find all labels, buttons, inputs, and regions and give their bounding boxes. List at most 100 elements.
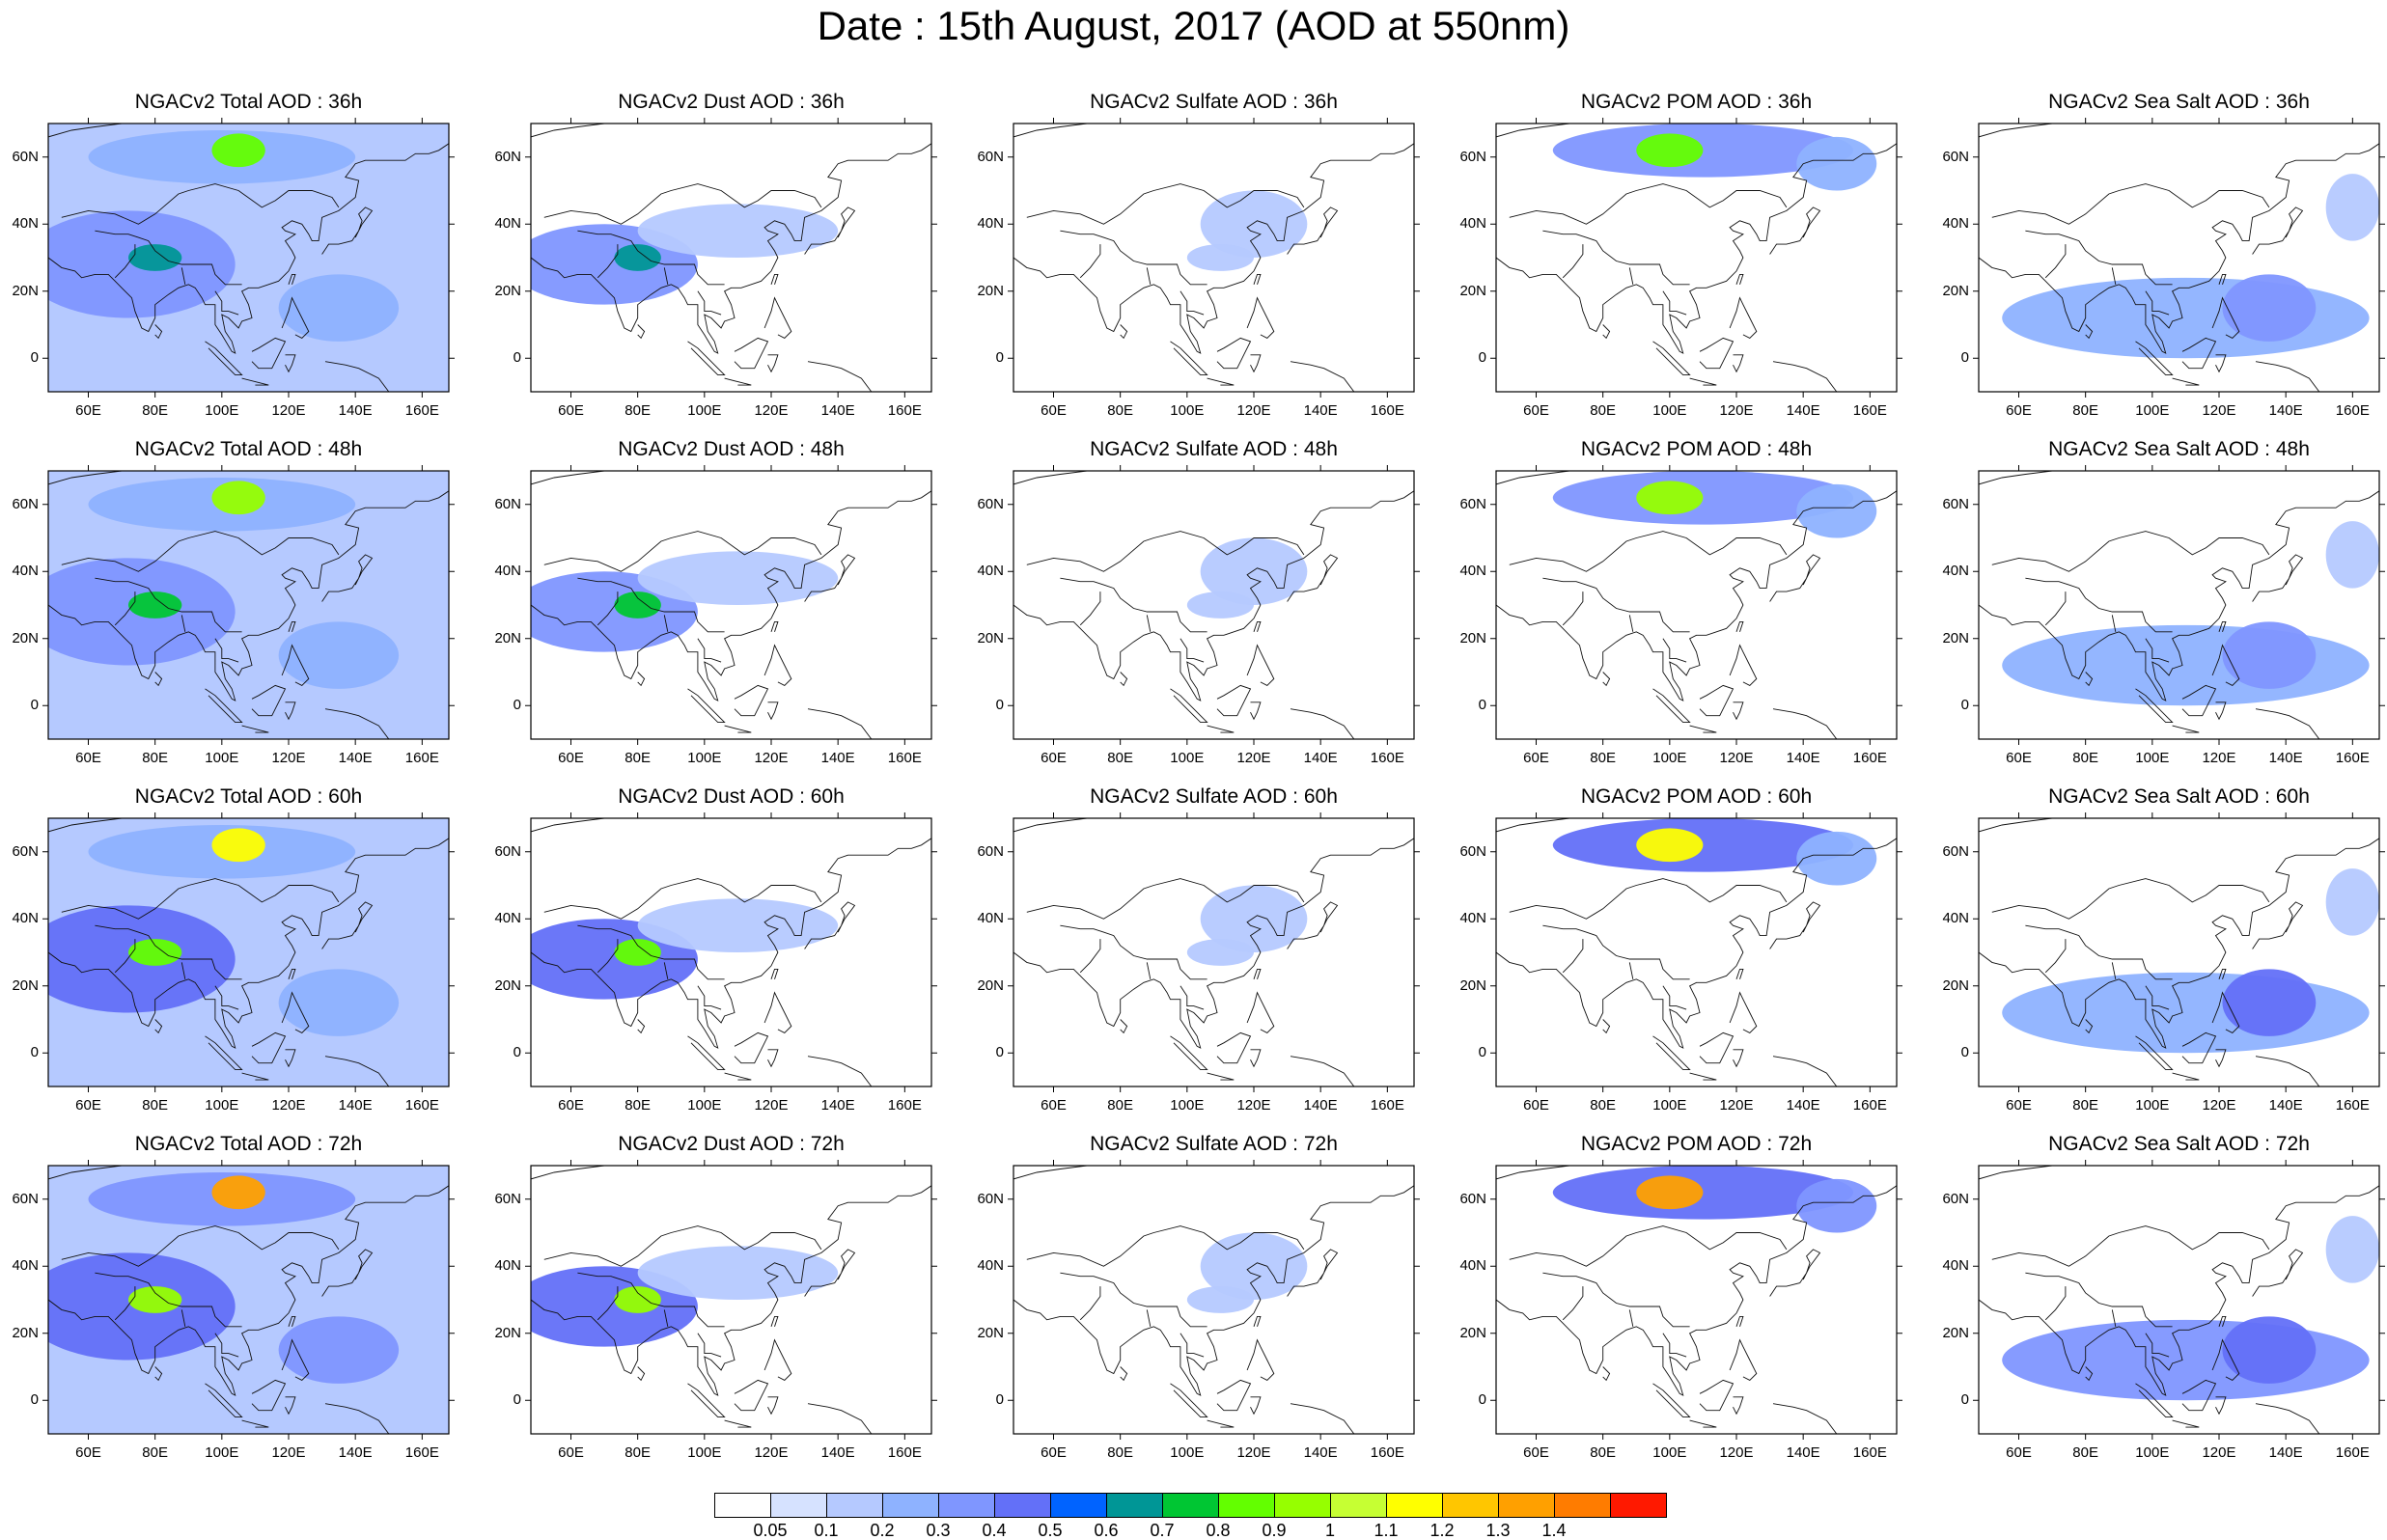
coastline — [1216, 684, 1252, 717]
map-svg — [1490, 812, 1902, 1092]
coastline — [1013, 838, 1414, 1049]
coastline — [1733, 354, 1744, 373]
lon-tick-label: 100E — [687, 750, 722, 766]
coastline — [1769, 554, 1821, 602]
coastline — [2218, 273, 2227, 285]
lat-tick-label: 40N — [1459, 910, 1486, 927]
lon-tick-label: 60E — [2006, 402, 2032, 419]
coastline — [2044, 1286, 2067, 1321]
coastline — [1602, 672, 1611, 687]
coastline — [1509, 531, 1788, 572]
lat-tick-label: 40N — [1459, 1257, 1486, 1275]
map-frame — [1013, 123, 1415, 393]
coastline — [205, 688, 243, 724]
lon-tick-label: 60E — [558, 1097, 584, 1114]
coastline — [2211, 296, 2240, 339]
coastline — [2172, 1419, 2200, 1428]
coastline — [61, 531, 340, 572]
coastline — [1979, 1166, 2053, 1180]
coastline — [321, 1249, 374, 1297]
lon-tick-label: 140E — [2268, 402, 2303, 419]
lat-tick-label: 40N — [1459, 563, 1486, 580]
coastline — [2172, 377, 2200, 386]
coastline — [1180, 638, 1205, 663]
aod-field — [1796, 1178, 1877, 1233]
coastline — [1013, 1166, 1088, 1180]
coastline — [1207, 725, 1235, 733]
lon-tick-label: 140E — [820, 1444, 855, 1461]
aod-field — [1552, 124, 1854, 178]
coastline — [770, 273, 779, 285]
coastline — [734, 684, 769, 717]
map-frame — [1978, 470, 2380, 740]
coastline — [543, 183, 822, 225]
coastline — [241, 1419, 269, 1428]
coastline — [2181, 1379, 2217, 1412]
lat-tick-label: 60N — [494, 495, 521, 512]
map-panel — [1973, 1160, 2385, 1440]
coastline — [251, 1379, 287, 1412]
coastline — [1769, 1249, 1821, 1297]
coastline — [1170, 688, 1208, 724]
map-frame — [1978, 1165, 2380, 1435]
lon-tick-label: 60E — [1523, 402, 1549, 419]
coastline — [1979, 818, 2053, 833]
lon-tick-label: 100E — [1170, 750, 1205, 766]
lon-tick-label: 60E — [1523, 750, 1549, 766]
lon-tick-label: 100E — [1170, 1444, 1205, 1461]
lat-tick-label: 0 — [30, 349, 39, 367]
coastline — [1772, 1403, 1838, 1434]
coastline — [114, 939, 136, 974]
coastline — [531, 838, 931, 1049]
lat-tick-label: 0 — [513, 697, 521, 714]
coastline — [1662, 1333, 1687, 1358]
map-svg — [42, 1160, 455, 1440]
lon-tick-label: 60E — [75, 402, 101, 419]
map-panel — [42, 465, 455, 745]
coastline — [1496, 1166, 1570, 1180]
lon-tick-label: 160E — [1370, 402, 1404, 419]
map-panel — [1490, 812, 1902, 1092]
coastline — [1769, 206, 1821, 255]
coastline — [281, 991, 310, 1033]
coastline — [531, 143, 931, 354]
lon-tick-label: 160E — [1370, 1444, 1404, 1461]
coastline — [1652, 688, 1691, 724]
map-panel — [1008, 812, 1420, 1092]
coastline — [1699, 337, 1735, 370]
map-frame — [47, 123, 450, 393]
coastline — [1026, 1225, 1305, 1267]
lon-tick-label: 160E — [887, 750, 922, 766]
coastline — [1170, 1035, 1208, 1071]
coastline — [597, 244, 619, 279]
coastline — [180, 1309, 186, 1327]
lon-tick-label: 80E — [1107, 1444, 1133, 1461]
coastline — [1496, 818, 1570, 833]
lon-tick-label: 140E — [1303, 402, 1338, 419]
coastline — [95, 1272, 242, 1328]
coastline — [1628, 962, 1634, 979]
lat-tick-label: 0 — [1960, 1044, 1969, 1061]
lat-tick-label: 40N — [494, 910, 521, 927]
aod-field — [2325, 1216, 2379, 1283]
coastline — [1120, 324, 1128, 340]
lat-tick-label: 40N — [1942, 215, 1969, 233]
lat-tick-label: 0 — [30, 1391, 39, 1409]
lon-tick-label: 160E — [2335, 402, 2370, 419]
coastline — [324, 708, 390, 739]
map-svg — [42, 465, 455, 745]
coastline — [1602, 324, 1611, 340]
coastline — [48, 143, 449, 354]
colorbar-swatch — [1162, 1493, 1219, 1518]
coastline — [637, 324, 646, 340]
coastline — [1013, 490, 1414, 701]
coastline — [1180, 1333, 1205, 1358]
coastline — [1979, 124, 2053, 138]
lat-tick-label: 40N — [1459, 215, 1486, 233]
coastline — [1207, 1419, 1235, 1428]
coastline — [1496, 1185, 1897, 1396]
lon-tick-label: 100E — [205, 750, 239, 766]
map-frame — [1978, 817, 2380, 1087]
lon-tick-label: 120E — [754, 1097, 789, 1114]
map-panel — [1490, 465, 1902, 745]
